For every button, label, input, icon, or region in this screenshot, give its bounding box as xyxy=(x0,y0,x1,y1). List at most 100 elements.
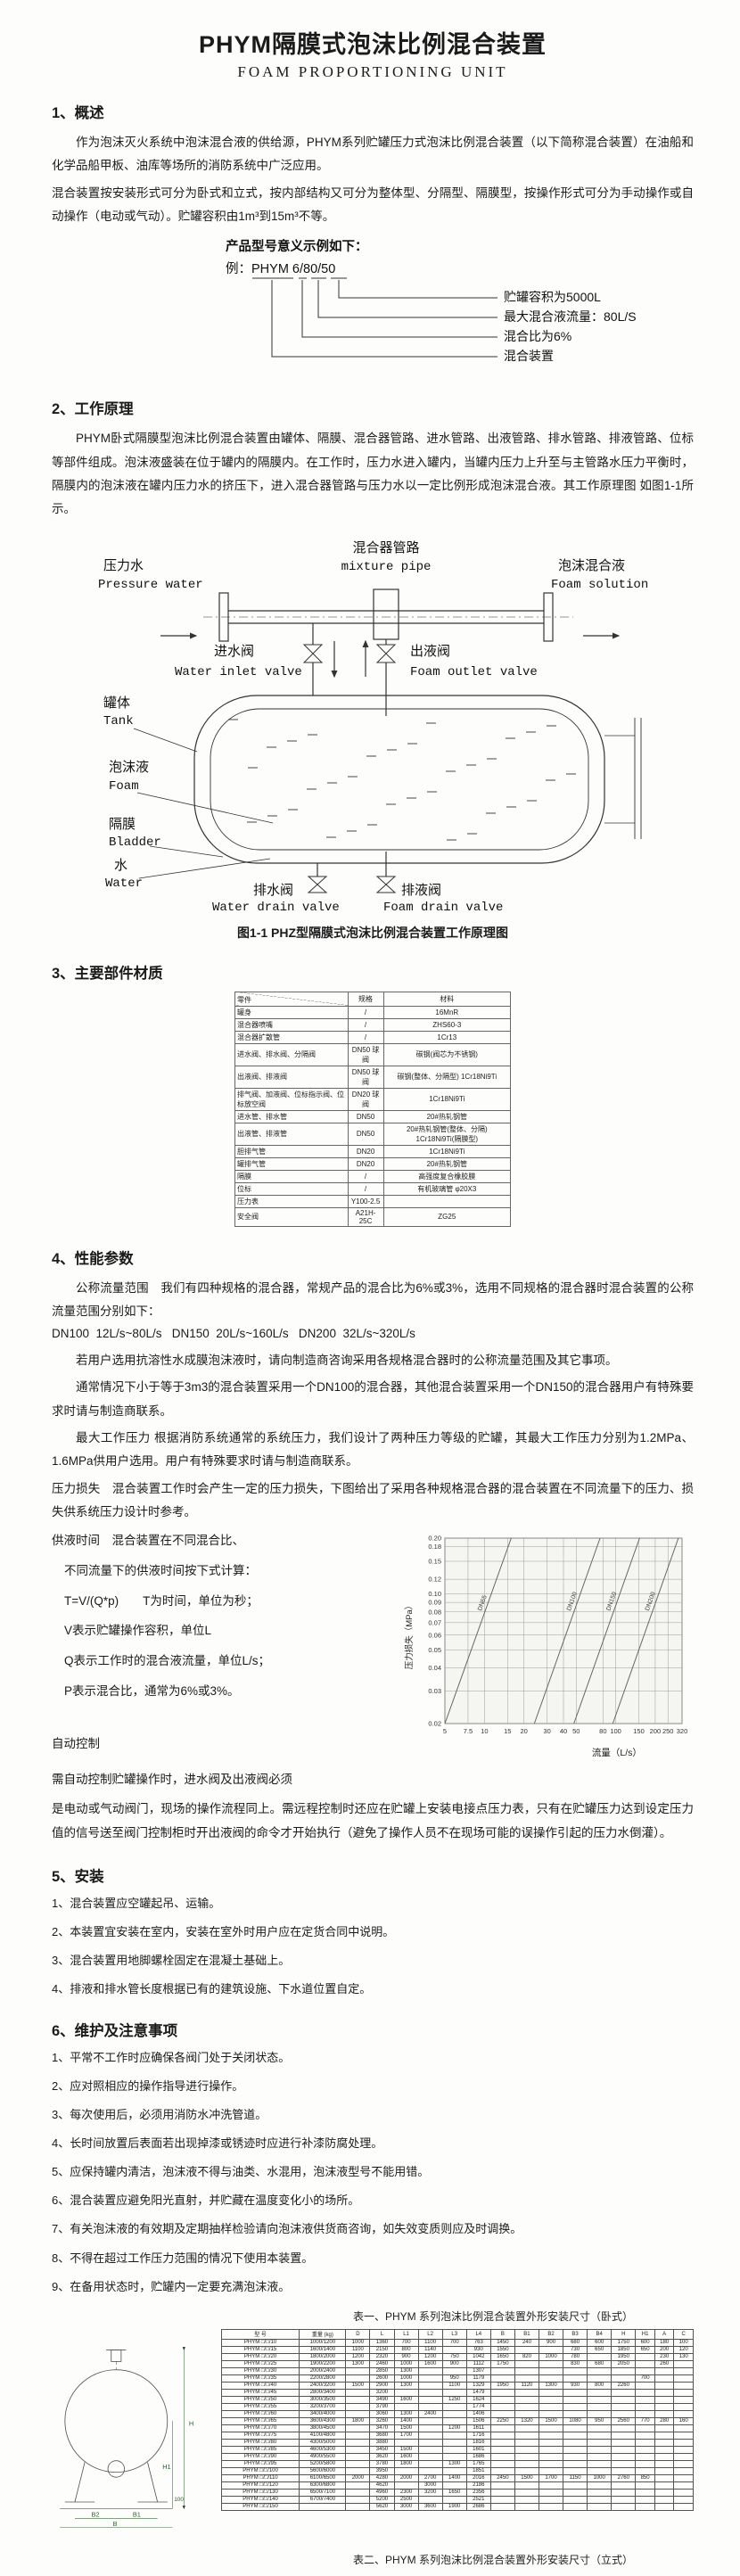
model-label-flow: 最大混合液流量：80L/S xyxy=(504,309,637,324)
table-cell: 280 xyxy=(654,2416,675,2425)
table-cell: 1000/1200 xyxy=(299,2338,347,2347)
table-cell xyxy=(611,2445,637,2454)
table-cell: 1100 xyxy=(345,2345,371,2354)
table-cell: 830 xyxy=(563,2359,588,2368)
table-cell: 3200 xyxy=(417,2488,443,2497)
table-cell: 3880 xyxy=(369,2438,395,2447)
table-cell xyxy=(441,2438,467,2447)
table-cell xyxy=(417,2438,443,2447)
section-1-heading: 1、概述 xyxy=(52,105,104,121)
table-cell: 930 xyxy=(563,2381,588,2390)
table-cell: 1850 xyxy=(611,2345,637,2354)
table-cell: 680 xyxy=(587,2359,613,2368)
table-cell xyxy=(587,2409,613,2418)
table-cell xyxy=(538,2438,564,2447)
table-cell xyxy=(538,2359,564,2368)
table-cell: 3490 xyxy=(369,2395,395,2404)
table-cell: PHYM □/□/95 xyxy=(220,2459,300,2468)
table-cell: 2521 xyxy=(465,2495,491,2504)
table-cell xyxy=(441,2388,467,2397)
table-row: PHYM □/□/120 6300/6800 4620 3000 2186 xyxy=(220,2481,694,2490)
table-cell xyxy=(514,2481,539,2490)
supply-time-formula: T=V/(Q*p) T为时间，单位为秒； xyxy=(64,1593,259,1608)
table-cell xyxy=(654,2466,675,2475)
table-cell: 1716 xyxy=(465,2431,491,2440)
table-cell xyxy=(514,2345,539,2354)
svg-text:5: 5 xyxy=(443,1727,447,1735)
column-header: B1 xyxy=(514,2328,539,2340)
label-water-drain-cn: 排水阀 xyxy=(253,883,293,898)
table-cell xyxy=(489,2445,515,2454)
table-cell: PHYM □/□/25 xyxy=(220,2359,300,2368)
table-cell xyxy=(654,2402,675,2411)
table-cell: 1700 xyxy=(538,2473,564,2482)
table-cell xyxy=(673,2388,694,2397)
label-mixture-pipe-cn: 混合器管路 xyxy=(352,540,419,556)
table-cell xyxy=(514,2431,539,2440)
s4-paragraph-flow-range: 公称流量范围 我们有四种规格的混合器，常规产品的混合比为6%或3%，选用不同规格… xyxy=(52,1280,694,1318)
table-cell xyxy=(563,2424,588,2432)
table-cell: 有机玻璃管 φ20X3 xyxy=(382,1181,512,1196)
table-cell: 260 xyxy=(654,2359,675,2368)
table-cell xyxy=(538,2431,564,2440)
table-cell: 1601 xyxy=(465,2445,491,2454)
table-cell: PHYM □/□/40 xyxy=(220,2381,300,2390)
table-cell: PHYM □/□/15 xyxy=(220,2345,300,2354)
table-row: PHYM □/□/75 4100/4800 3680 1700 1716 xyxy=(220,2431,694,2440)
table-cell: 2560 xyxy=(611,2416,637,2425)
label-foam-en: Foam xyxy=(109,779,139,794)
table-cell xyxy=(635,2388,655,2397)
table-row: 进水管、排水管 DN50 20#热轧钢管 xyxy=(234,1109,512,1123)
table-cell: 1774 xyxy=(465,2402,491,2411)
dim-b1: B1 xyxy=(133,2511,141,2519)
svg-text:0.20: 0.20 xyxy=(428,1535,441,1543)
table-cell xyxy=(514,2402,539,2411)
table-cell: 1700 xyxy=(393,2431,419,2440)
table-row: PHYM □/□/65 3600/4300 1800 3260 1400 1506 2250… xyxy=(220,2416,694,2425)
table-row: 出液管、排液管 DN50 20#热轧钢管(整体、分隔) 1Cr18Ni9Ti(隔膜型… xyxy=(234,1122,512,1146)
table-cell xyxy=(489,2502,515,2511)
table-cell xyxy=(514,2445,539,2454)
table-cell xyxy=(514,2502,539,2511)
table-cell xyxy=(654,2388,675,2397)
table-cell xyxy=(514,2359,539,2368)
table-cell: 820 xyxy=(514,2352,539,2361)
column-header: C xyxy=(673,2328,694,2340)
table-cell: 2300 xyxy=(393,2488,419,2497)
svg-text:50: 50 xyxy=(572,1727,580,1735)
table-cell xyxy=(635,2352,655,2361)
table-cell xyxy=(611,2495,637,2504)
table-cell: / xyxy=(347,1169,384,1183)
auto-control-line-start: 需自动控制贮罐操作时，进水阀及出液阀必须 xyxy=(52,1772,292,1786)
table-cell: 1750 xyxy=(489,2359,515,2368)
table-cell: 120 xyxy=(673,2345,694,2354)
s2-paragraph-1: PHYM卧式隔膜型泡沫比例混合装置由罐体、隔膜、混合器管路、进水管路、出液管路、… xyxy=(52,432,694,516)
table-cell: 750 xyxy=(441,2352,467,2361)
table-cell: PHYM □/□/30 xyxy=(220,2366,300,2375)
table-cell xyxy=(673,2381,694,2390)
table-cell: 1200 xyxy=(417,2352,443,2361)
table-cell xyxy=(563,2502,588,2511)
table-cell: PHYM □/□/90 xyxy=(220,2452,300,2461)
page-title: PHYM隔膜式泡沫比例混合装置 xyxy=(198,31,547,58)
table-cell: 1450 xyxy=(489,2338,515,2347)
table-cell xyxy=(635,2445,655,2454)
table-cell xyxy=(417,2445,443,2454)
table-row: 胆排气管 DN20 1Cr18Ni9Ti xyxy=(234,1144,512,1158)
table-cell: 130 xyxy=(673,2352,694,2361)
maintenance-item: 1、平常不工作时应确保各阀门处于关闭状态。 xyxy=(52,2050,291,2064)
table-cell xyxy=(417,2366,443,2375)
table-cell xyxy=(673,2424,694,2432)
table-cell xyxy=(345,2466,371,2475)
table-cell: 2600 xyxy=(369,2374,395,2383)
table-cell xyxy=(635,2402,655,2411)
table-cell xyxy=(673,2452,694,2461)
table-cell xyxy=(654,2374,675,2383)
table-cell: DN50 球阀 xyxy=(347,1065,384,1089)
working-principle-diagram: 压力水 Pressure water 混合器管路 mixture pipe 泡沫… xyxy=(78,529,694,918)
supply-time-line: P表示混合比，通常为6%或3%。 xyxy=(64,1683,240,1698)
table-cell xyxy=(635,2381,655,2390)
table-cell: 1307 xyxy=(465,2366,491,2375)
table-cell xyxy=(393,2402,419,2411)
table-cell: 200 xyxy=(654,2345,675,2354)
